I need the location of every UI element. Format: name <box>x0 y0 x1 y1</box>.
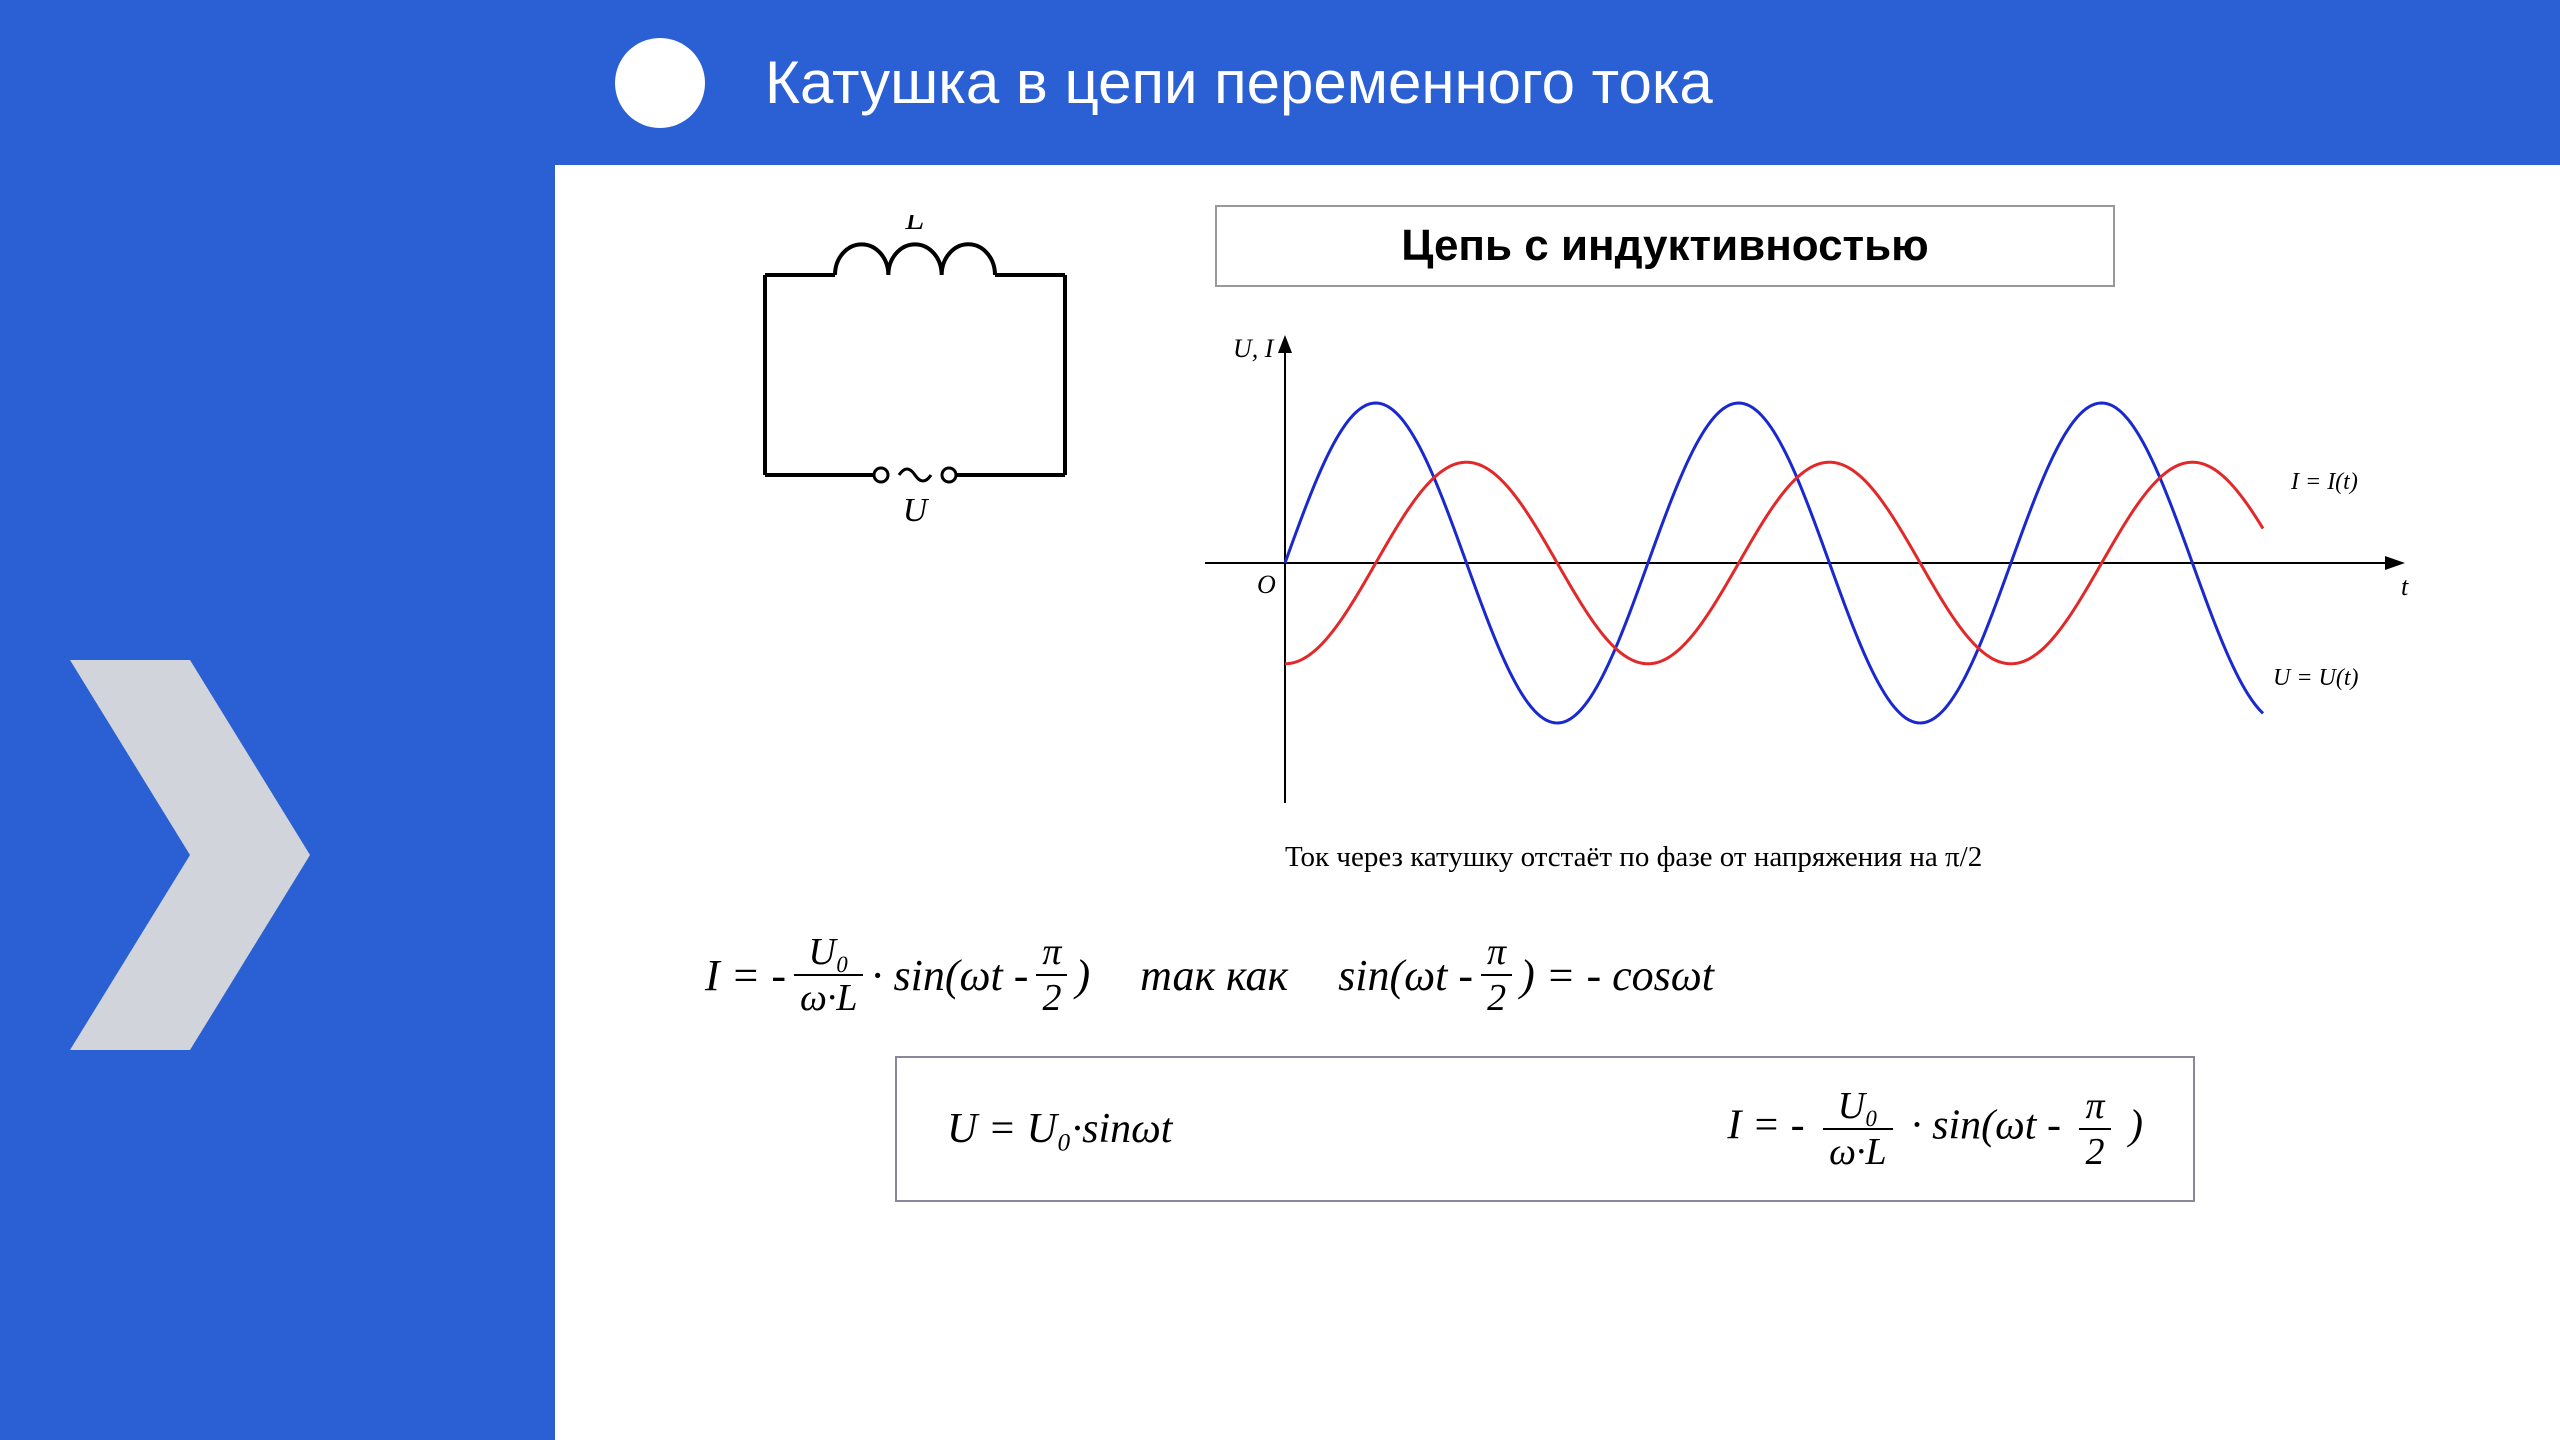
circuit-diagram: LU <box>725 215 1105 550</box>
box-I: I = - U₀ ω·L · sin(ωt - π 2 ) <box>1727 1084 2143 1174</box>
top-row: LU Цепь с индуктивностью U, ItOI = I(t)U… <box>605 205 2510 874</box>
formula-close1: ) <box>1075 950 1090 1001</box>
boxed-formulas: U = U₀·sinωt I = - U₀ ω·L · sin(ωt - π 2… <box>895 1056 2195 1202</box>
svg-text:U: U <box>903 492 930 529</box>
svg-text:U = U(t): U = U(t) <box>2273 665 2359 691</box>
section-heading: Цепь с индуктивностью <box>1215 205 2115 287</box>
formula-line: I = - U₀ ω·L · sin(ωt - π 2 ) так как si… <box>705 930 2510 1020</box>
box-U: U = U₀·sinωt <box>947 1105 1172 1153</box>
formula-sin1: · sin(ωt - <box>871 950 1028 1001</box>
formula-sin-eq-l: sin(ωt - <box>1338 950 1473 1001</box>
formula-I-lhs: I = - <box>705 950 786 1001</box>
frac-U0-wL-b: U₀ ω·L <box>1823 1084 1892 1174</box>
frac-pi-2-b: π 2 <box>1481 930 1512 1020</box>
frac-pi-2-a: π 2 <box>1036 930 1067 1020</box>
wave-plot: U, I t O I = I(t) U = U(t) <box>1165 313 2510 823</box>
tak-kak: так как <box>1140 950 1288 1001</box>
slide: Катушка в цепи переменного тока LU Цепь … <box>0 0 2560 1440</box>
phase-note: Ток через катушку отстаёт по фазе от нап… <box>1285 841 2510 874</box>
frac-U0-wL: U₀ ω·L <box>794 930 863 1020</box>
chevron-icon <box>70 660 310 1050</box>
right-column: Цепь с индуктивностью U, I t O I = I(t) U = … <box>1165 205 2510 874</box>
svg-text:U, I: U, I <box>1233 334 1275 363</box>
content-area: LU Цепь с индуктивностью U, ItOI = I(t)U… <box>555 165 2560 1440</box>
svg-text:I = I(t): I = I(t) <box>2290 469 2358 495</box>
svg-text:t: t <box>2401 572 2409 601</box>
header: Катушка в цепи переменного тока <box>555 0 2560 165</box>
frac-pi-2-c: π 2 <box>2079 1084 2110 1174</box>
svg-text:L: L <box>905 215 925 237</box>
header-bullet-icon <box>615 38 705 128</box>
formula-sin-eq-r: ) = - cosωt <box>1520 950 1714 1001</box>
page-title: Катушка в цепи переменного тока <box>765 48 1713 117</box>
svg-text:O: O <box>1257 570 1276 599</box>
